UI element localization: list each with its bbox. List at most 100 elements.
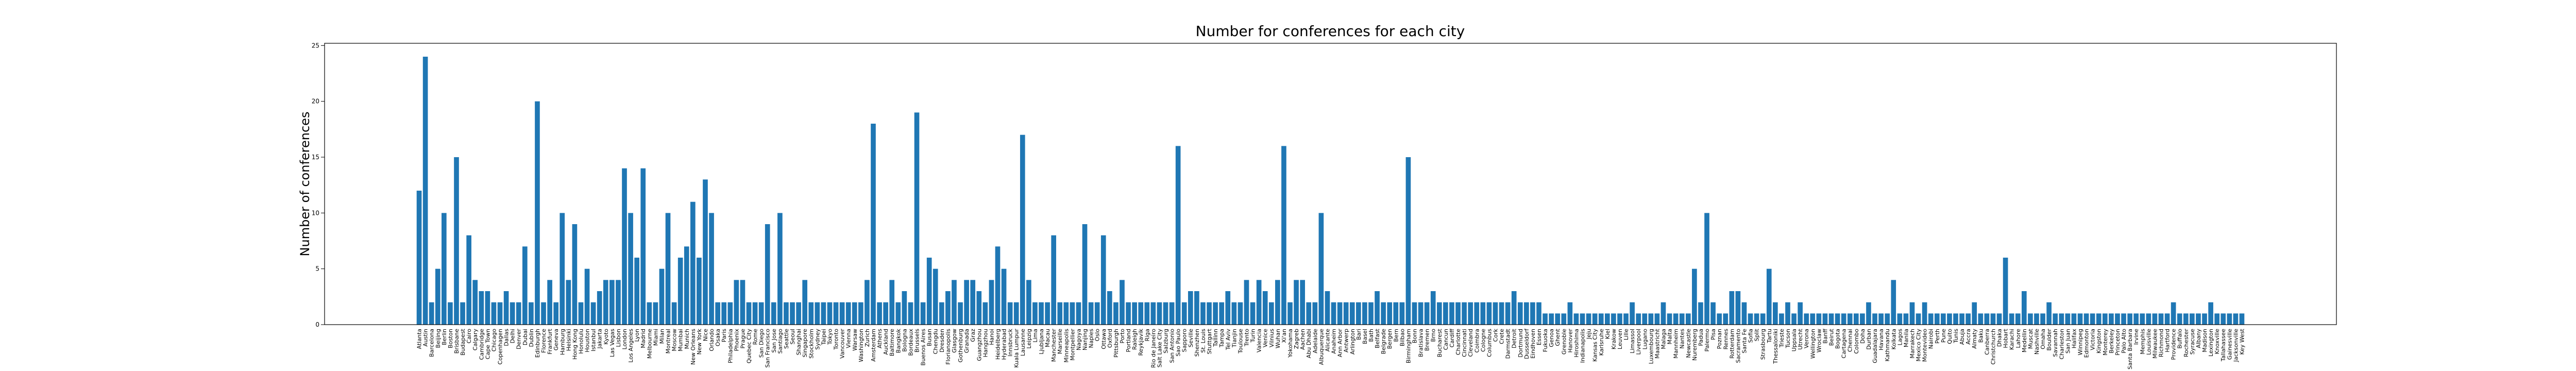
x-tick-label: Wuhan bbox=[1275, 329, 1281, 348]
x-tick-label: New York bbox=[696, 328, 703, 355]
bar bbox=[1325, 291, 1330, 325]
bar bbox=[2015, 313, 2021, 325]
x-tick-label: Marseille bbox=[1057, 329, 1063, 354]
x-tick-label: Abuja bbox=[1959, 329, 1965, 345]
x-tick-label: Colombo bbox=[1853, 329, 1860, 354]
bar bbox=[1486, 302, 1492, 325]
x-tick-label: Omaha bbox=[2040, 329, 2046, 349]
x-tick-label: Brisbane bbox=[453, 329, 460, 354]
bar bbox=[677, 258, 683, 325]
x-tick-label: Dubai bbox=[522, 329, 529, 345]
x-tick-label: Sydney bbox=[814, 329, 821, 350]
bar bbox=[1953, 313, 1958, 325]
bar bbox=[1287, 302, 1293, 325]
x-tick-label: Malta bbox=[1667, 329, 1673, 344]
bar bbox=[690, 201, 696, 325]
bar bbox=[516, 302, 521, 325]
bar bbox=[1853, 313, 1859, 325]
x-tick-label: Nuremberg bbox=[1691, 329, 1698, 361]
x-tick-label: Mannheim bbox=[1673, 329, 1680, 359]
bar bbox=[2233, 313, 2239, 325]
bar bbox=[1885, 313, 1890, 325]
bar bbox=[1710, 302, 1716, 325]
x-tick-label: Dresden bbox=[939, 329, 945, 352]
bar bbox=[1717, 313, 1722, 325]
bar bbox=[1878, 313, 1884, 325]
bar bbox=[553, 302, 559, 325]
bar bbox=[1586, 313, 1591, 325]
bar bbox=[535, 101, 540, 325]
x-tick-label: Madrid bbox=[640, 329, 647, 348]
bar bbox=[628, 213, 633, 325]
x-tick-label: Victoria bbox=[2090, 329, 2096, 350]
x-tick-label: Arlington bbox=[1349, 329, 1356, 355]
bar bbox=[1611, 313, 1616, 325]
x-tick-label: Munich bbox=[684, 329, 690, 349]
x-tick-label: Canberra bbox=[1984, 329, 1990, 355]
x-tick-label: Las Vegas bbox=[609, 329, 616, 357]
bar bbox=[1393, 302, 1399, 325]
x-tick-label: Atlanta bbox=[416, 329, 423, 349]
bar bbox=[1132, 302, 1137, 325]
bar bbox=[1698, 302, 1703, 325]
x-tick-label: Shenzhen bbox=[1194, 329, 1200, 357]
bar bbox=[970, 280, 976, 325]
x-tick-label: Montevideo bbox=[1922, 329, 1928, 362]
bar bbox=[560, 213, 565, 325]
x-tick-label: Abu Dhabi bbox=[1306, 329, 1312, 358]
bar bbox=[2046, 302, 2052, 325]
bar bbox=[808, 302, 814, 325]
x-tick-label: Crete bbox=[1499, 329, 1505, 344]
x-tick-label: Utrecht bbox=[1797, 328, 1804, 349]
bar bbox=[958, 302, 963, 325]
bar bbox=[715, 302, 720, 325]
x-tick-label: Buenos Aires bbox=[920, 329, 927, 366]
bar bbox=[442, 213, 447, 325]
bar bbox=[1418, 302, 1423, 325]
x-tick-label: Poznan bbox=[1716, 329, 1723, 349]
bar bbox=[771, 302, 776, 325]
bar bbox=[659, 268, 665, 325]
x-tick-label: Grenoble bbox=[1561, 329, 1567, 355]
x-tick-label: Palermo bbox=[1704, 329, 1710, 352]
x-tick-label: New Orleans bbox=[690, 329, 697, 365]
bar bbox=[616, 280, 621, 325]
bar bbox=[777, 213, 783, 325]
y-tick-label: 5 bbox=[315, 265, 319, 273]
x-tick-label: Bilbao bbox=[1399, 329, 1405, 346]
bar bbox=[1039, 302, 1044, 325]
bar bbox=[1841, 313, 1846, 325]
bar bbox=[1281, 146, 1286, 325]
x-tick-label: Memphis bbox=[2139, 329, 2146, 355]
x-tick-label: San Jose bbox=[771, 329, 777, 353]
bar bbox=[1517, 302, 1523, 325]
x-tick-label: Madison bbox=[2201, 329, 2208, 352]
bar bbox=[1318, 213, 1324, 325]
bar bbox=[1567, 302, 1573, 325]
x-tick-label: Toulouse bbox=[1237, 329, 1244, 354]
x-tick-label: Edinburgh bbox=[534, 329, 541, 358]
x-tick-label: Rochester bbox=[2183, 329, 2190, 357]
bar bbox=[1530, 302, 1535, 325]
bar bbox=[2077, 313, 2083, 325]
x-tick-label: Hartford bbox=[2164, 329, 2171, 352]
bar bbox=[1138, 302, 1144, 325]
x-tick-label: Athens bbox=[876, 329, 883, 348]
bar bbox=[995, 246, 1001, 325]
bar bbox=[989, 280, 994, 325]
bar bbox=[1735, 291, 1741, 325]
x-tick-label: Copenhagen bbox=[497, 329, 504, 365]
x-tick-label: Lugano bbox=[1641, 329, 1648, 350]
x-tick-label: Turin bbox=[1250, 329, 1257, 343]
x-tick-label: Bucharest bbox=[1436, 328, 1443, 357]
bar bbox=[2096, 313, 2102, 325]
bar bbox=[1872, 313, 1877, 325]
x-tick-label: Lima bbox=[1032, 329, 1039, 343]
bar bbox=[1063, 302, 1069, 325]
bar bbox=[1847, 313, 1853, 325]
bar bbox=[1791, 313, 1797, 325]
bar bbox=[1598, 313, 1604, 325]
bar bbox=[1455, 302, 1461, 325]
bar bbox=[1474, 302, 1480, 325]
x-tick-label: Valencia bbox=[1256, 329, 1263, 352]
